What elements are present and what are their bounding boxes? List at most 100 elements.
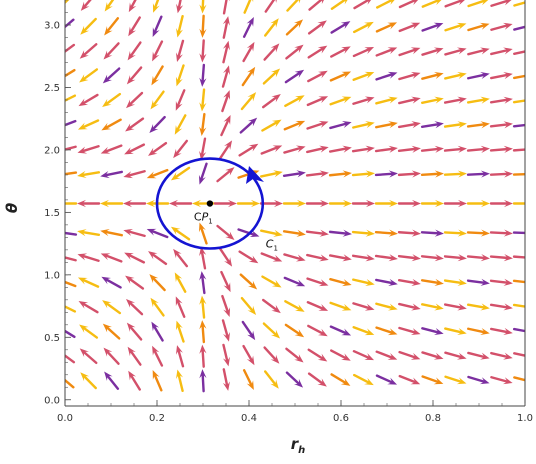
field-arrow	[308, 71, 327, 81]
field-arrow-shaft	[244, 46, 253, 61]
field-arrow-shaft	[105, 146, 121, 152]
field-arrow-shaft	[128, 255, 144, 263]
field-arrow	[376, 170, 398, 177]
y-tick-label: 2.0	[44, 145, 60, 156]
field-arrow	[331, 46, 351, 56]
field-arrow-shaft	[354, 327, 370, 333]
field-arrow	[400, 0, 420, 7]
field-arrow-shaft	[244, 346, 253, 361]
field-arrow-shaft	[353, 256, 370, 259]
field-arrow-shaft	[354, 74, 370, 80]
field-arrow-shaft	[422, 352, 439, 357]
field-arrow-shaft	[105, 120, 120, 128]
field-arrow-shaft	[285, 278, 301, 285]
field-arrow-shaft	[491, 149, 508, 150]
field-arrow	[244, 17, 254, 37]
field-arrow-shaft	[422, 174, 439, 175]
field-arrow-shaft	[331, 327, 347, 334]
critical-point-label: CP1	[194, 211, 213, 226]
field-arrow	[376, 97, 397, 104]
field-arrow	[151, 322, 162, 341]
field-arrow	[199, 65, 206, 87]
field-arrow-shaft	[330, 232, 347, 234]
field-arrow-shaft	[60, 20, 73, 31]
field-arrow	[400, 47, 421, 55]
field-arrow-shaft	[399, 149, 416, 151]
field-arrow	[199, 296, 206, 318]
field-arrow	[285, 301, 304, 312]
field-arrow	[176, 90, 184, 110]
field-arrow-shaft	[154, 17, 161, 33]
field-arrow-shaft	[129, 278, 143, 288]
field-arrow	[445, 254, 467, 261]
field-arrow	[223, 369, 230, 391]
field-arrow	[240, 252, 259, 264]
field-arrow	[81, 0, 95, 11]
field-arrow	[123, 171, 144, 178]
field-arrow	[175, 272, 186, 291]
field-arrow-shaft	[262, 253, 278, 259]
field-arrow	[445, 328, 466, 335]
field-arrow-shaft	[400, 376, 416, 382]
field-arrow-shaft	[308, 98, 324, 105]
field-arrow	[307, 254, 328, 261]
field-arrow	[101, 277, 120, 288]
field-arrow-shaft	[354, 375, 370, 383]
field-arrow	[423, 23, 444, 31]
field-arrow-shaft	[308, 123, 325, 128]
field-arrow	[331, 97, 352, 105]
field-arrow	[199, 114, 206, 136]
field-arrow-shaft	[514, 233, 531, 234]
field-arrow-shaft	[286, 325, 301, 335]
field-arrow-shaft	[514, 75, 531, 78]
field-arrow	[240, 144, 259, 156]
field-arrow	[284, 170, 306, 177]
field-arrow-shaft	[222, 296, 228, 313]
field-arrow-shaft	[514, 174, 531, 175]
field-arrow-shaft	[514, 377, 531, 381]
field-arrow	[218, 226, 235, 240]
field-arrow	[176, 345, 183, 366]
field-arrow-head	[526, 353, 536, 360]
field-arrow	[491, 170, 513, 177]
field-arrow	[244, 370, 254, 390]
field-arrow-shaft	[262, 277, 277, 286]
field-arrow	[77, 146, 98, 153]
field-arrow	[80, 372, 95, 388]
field-arrow	[468, 229, 490, 236]
field-arrow	[307, 200, 329, 207]
field-arrow	[399, 200, 421, 207]
field-arrow-shaft	[491, 1, 508, 6]
field-arrow	[445, 170, 467, 177]
field-arrow-shaft	[445, 174, 462, 175]
field-arrow-shaft	[308, 302, 324, 309]
field-arrow-shaft	[468, 256, 485, 258]
field-arrow	[308, 121, 329, 128]
field-arrow-shaft	[286, 349, 300, 360]
field-arrow-shaft	[242, 96, 253, 109]
field-arrow-head	[527, 279, 536, 286]
field-arrow	[310, 0, 327, 10]
field-arrow-shaft	[284, 173, 301, 176]
field-arrow	[353, 146, 375, 153]
field-arrow-shaft	[400, 24, 416, 30]
field-arrow	[104, 18, 118, 35]
contour-label-sub: 1	[273, 244, 277, 252]
field-arrow	[422, 200, 444, 207]
field-arrow	[422, 47, 443, 54]
field-arrow	[176, 66, 184, 87]
field-arrow-shaft	[422, 280, 439, 283]
field-arrow	[123, 200, 145, 207]
field-arrow	[422, 328, 443, 335]
x-tick-label: 0.2	[149, 413, 165, 424]
field-arrow-shaft	[308, 73, 323, 81]
field-arrow	[241, 118, 257, 133]
y-tick-label: 2.5	[44, 83, 60, 94]
field-arrow	[80, 19, 95, 35]
field-arrow	[129, 0, 139, 12]
field-arrow-shaft	[491, 257, 508, 258]
field-arrow-shaft	[59, 147, 76, 151]
field-arrow-shaft	[131, 17, 140, 32]
field-arrow	[241, 275, 257, 290]
field-arrow-shaft	[284, 254, 301, 259]
